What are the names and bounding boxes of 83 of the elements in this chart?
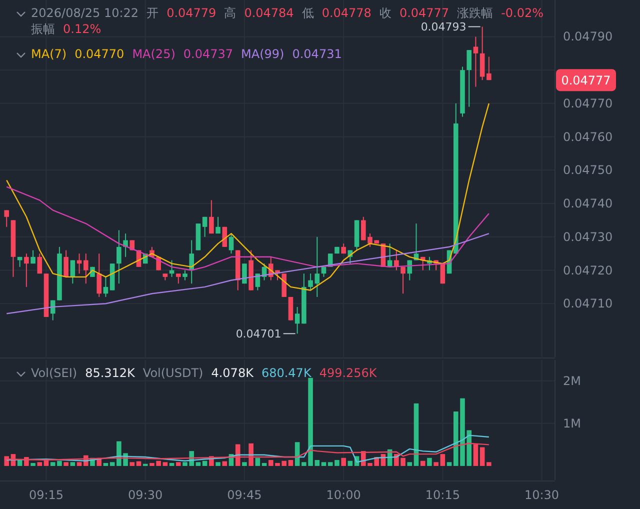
bar [30,462,36,466]
bar [37,462,42,466]
bar [446,462,452,466]
bar [255,458,260,466]
bar [169,462,174,466]
annotation: 0.04770 [74,47,124,61]
bar [176,462,181,466]
annotation: 开 [146,6,159,20]
bar [64,462,68,466]
annotation: 0.12% [63,22,102,36]
annotation: 低 [302,6,314,20]
bar [262,462,267,466]
bar [70,462,76,466]
y-tick-label: 0.04730 [563,230,613,244]
x-tick-label: 09:30 [128,488,163,502]
bar [341,458,346,466]
bar [130,462,135,466]
annotation: 0.04793 [420,20,466,34]
y-tick-label: 0.04740 [563,196,613,211]
text: MA(7) [31,47,67,61]
bar [202,460,208,466]
x-tick-label: 09:45 [227,488,262,502]
line-series [6,102,490,291]
y-tick-label: 1M [563,416,581,430]
bar [420,460,426,466]
annotation: 0.04777 [399,6,450,20]
x-tick-label: 09:15 [28,488,64,502]
text: MA(99) [241,47,284,61]
bar [222,461,228,466]
bar [414,403,419,466]
annotation: Vol(USDT) [142,366,204,380]
annotation: -0.02% [501,6,544,20]
bar [235,444,240,466]
y-tick-label: 0.04750 [563,163,613,178]
bar [434,462,438,466]
y-tick-label: 0.04720 [563,263,613,278]
annotation: 85.312K [85,366,136,380]
annotation: 0.04779 [166,6,216,20]
y-tick-label: 0.04710 [563,296,613,311]
annotation: 0.04701 [236,328,282,341]
text: Vol(SEI) [31,366,78,380]
bar [321,462,326,466]
bar [76,462,82,466]
annotation: 0.04737 [183,47,234,61]
bar [427,458,432,466]
bar [486,462,492,466]
bar [196,462,201,466]
y-tick-label: 2M [563,374,581,388]
annotation: 收 [379,6,392,20]
bar [110,462,115,466]
annotation: 680.47K [261,366,312,380]
bar [480,447,485,466]
annotation: 0.04778 [322,6,372,20]
line-series [6,232,490,314]
text: MA(25) [132,47,176,61]
bar [162,462,168,466]
annotation: 2026/08/25 10:22 [31,6,139,20]
bar [242,462,247,466]
annotation: 涨跌幅 [457,6,494,20]
bar [103,462,108,466]
y-tick-label: 0.04760 [563,130,613,144]
text: 0.04777 [561,74,611,88]
annotation: 振幅 [31,22,55,36]
annotation: 4.078K [211,366,255,380]
x-tick-label: 10:30 [524,488,560,502]
y-tick-label: 0.04790 [563,30,613,44]
annotation: 0.04731 [292,47,342,61]
annotation: 0.04784 [244,6,294,20]
annotation: 499.256K [319,366,378,380]
bar [348,460,353,466]
x-tick-label: 10:00 [326,488,361,502]
y-tick-label: 0.04770 [563,96,613,110]
bar [288,460,294,466]
annotation: 高 [224,6,236,20]
bar [473,444,478,466]
bar [136,461,142,466]
bar [407,462,412,466]
bar [440,454,446,466]
line-series [6,442,490,461]
x-tick-label: 10:15 [425,488,460,502]
line-series [6,434,490,463]
bar [216,462,220,466]
bar [248,443,254,466]
